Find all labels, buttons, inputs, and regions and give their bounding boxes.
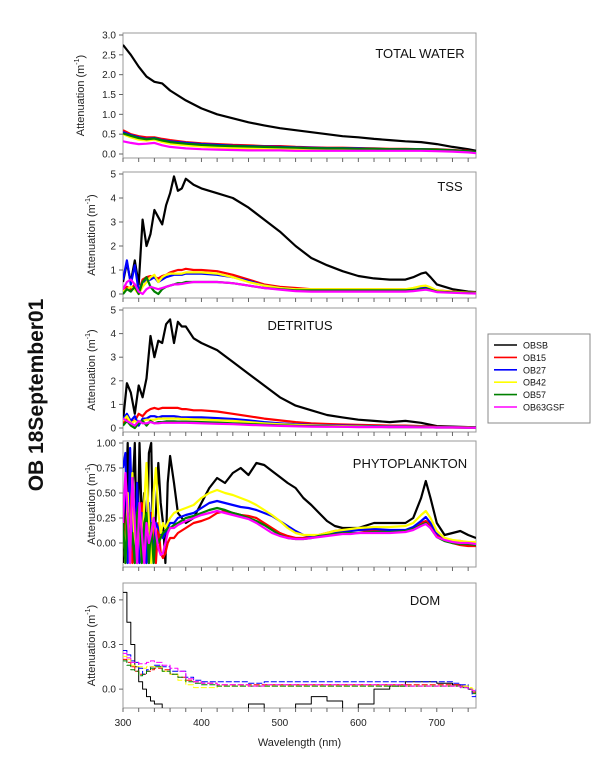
y-tick-label: 0.0 [102,685,116,696]
series-line-ob42 [123,461,476,565]
panel-title: TSS [437,179,463,194]
panel-title: DETRITUS [268,318,333,333]
y-tick-label: 2.5 [102,50,116,61]
legend-label: OB27 [523,365,546,375]
series-line-ob63gsf [123,417,476,429]
series-line-ob57 [123,660,476,695]
y-tick-label: 0.00 [97,539,117,550]
y-tick-label: 1.00 [97,439,117,450]
y-axis-label: Attenuation (m-1) [85,463,98,544]
legend-item-ob27: OB27 [494,365,546,375]
panel-total-water: 0.0 0.5 1.0 1.5 2.0 2.5 3.0 Attenuation (m-1) TO… [74,31,477,162]
series-line-ob63gsf [123,140,476,155]
series-line-ob57 [123,132,476,154]
y-tick-label: 0.75 [97,464,117,475]
x-tick-label: 500 [272,718,289,729]
x-tick-label: 400 [193,718,210,729]
series-line-ob63gsf [123,471,476,565]
legend: OBSB OB15 OB27 OB42 OB57 OB63GSF [487,333,591,424]
y-axis-label: Attenuation (m-1) [85,194,98,275]
legend-item-ob63gsf: OB63GSF [494,403,565,413]
series-line-obsb [123,318,476,429]
y-axis-label: Attenuation (m-1) [85,329,98,410]
y-axis-label: Attenuation (m-1) [74,55,87,136]
y-tick-label: 1.5 [102,90,116,101]
series-line-ob63gsf [123,652,476,692]
legend-item-ob15: OB15 [494,353,546,363]
series-line-obsb [123,44,476,152]
y-tick-label: 3.0 [102,31,116,42]
x-tick-label: 300 [115,718,132,729]
y-tick-label: 2 [110,376,116,387]
legend-label: OB57 [523,390,546,400]
series-line-obsb [123,175,476,294]
y-tick-label: 5 [110,170,116,181]
legend-item-ob42: OB42 [494,378,546,388]
panel-title: TOTAL WATER [375,46,464,61]
y-axis-label: Attenuation (m-1) [85,605,98,686]
y-tick-label: 1 [110,400,116,411]
figure-title: OB 18September01 [25,298,48,491]
panels: 0.0 0.5 1.0 1.5 2.0 2.5 3.0 Attenuation (m-1) TO… [74,31,477,749]
panel-title: PHYTOPLANKTON [353,456,467,471]
panel-title: DOM [410,593,440,608]
y-tick-label: 0.50 [97,489,117,500]
y-tick-label: 0 [110,290,116,301]
plot-frame [122,32,477,159]
series-line-ob42 [123,655,476,690]
y-tick-label: 0.6 [102,595,116,606]
legend-label: OB42 [523,378,546,388]
y-tick-label: 2.0 [102,70,116,81]
y-tick-label: 0.5 [102,130,116,141]
panel-dom: 0.0 0.3 0.6 Attenuation (m-1) DOM 300 400 500 60… [85,582,477,749]
y-tick-label: 3 [110,218,116,229]
y-tick-label: 0.3 [102,640,116,651]
plot-frame [122,307,477,433]
legend-item-ob57: OB57 [494,390,546,400]
legend-label: OB15 [523,353,546,363]
x-axis-label: Wavelength (nm) [258,737,341,749]
series-line-ob27 [123,650,476,698]
y-tick-label: 1.0 [102,110,116,121]
y-tick-label: 0.0 [102,150,116,161]
y-tick-label: 3 [110,353,116,364]
legend-label: OB63GSF [523,403,565,413]
panel-phytoplankton: 0.00 0.25 0.50 0.75 1.00 Attenuation (m-1) PHY… [85,439,477,571]
y-tick-label: 2 [110,242,116,253]
panel-detritus: 0 1 2 3 4 5 Attenuation (m-1) DETRITUS [85,306,477,436]
legend-label: OBSB [523,341,548,351]
y-tick-label: 5 [110,306,116,317]
plot-frame [122,440,477,568]
plot-frame [122,582,477,709]
legend-item-obsb: OBSB [494,341,548,351]
y-tick-label: 4 [110,194,116,205]
series-line-ob63gsf [123,278,476,296]
y-tick-label: 1 [110,266,116,277]
plot-frame [122,171,477,299]
y-tick-label: 0.25 [97,514,117,525]
legend-box [487,333,591,424]
x-tick-label: 700 [428,718,445,729]
panel-tss: 0 1 2 3 4 5 Attenuation (m-1) TSS [85,170,477,302]
x-tick-label: 600 [350,718,367,729]
y-tick-label: 0 [110,424,116,435]
y-tick-label: 4 [110,329,116,340]
